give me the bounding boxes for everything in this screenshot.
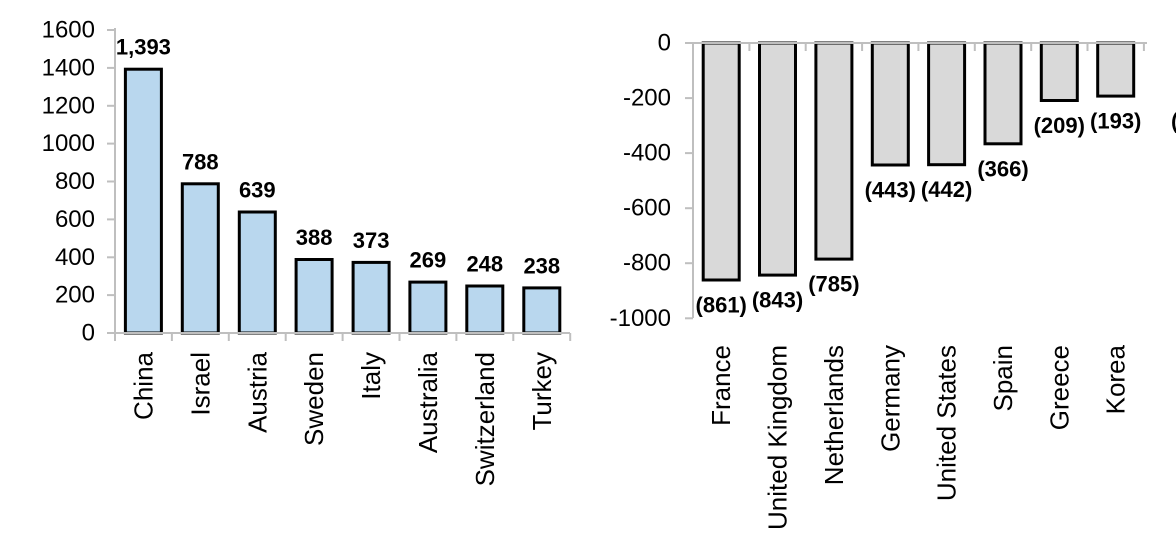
y-tick-label-1200: 1200: [42, 92, 95, 119]
y-tick-label-200: 200: [55, 282, 95, 309]
negative-balance-chart: 0 -200 -400 -600 -800 -1000 (861) France (843) Un…: [610, 30, 1176, 531]
value-label-united-kingdom: (843): [752, 288, 803, 313]
value-label-united-states: (442): [921, 177, 972, 202]
y-tick-label-600: 600: [55, 206, 95, 233]
value-label-china: 1,393: [116, 35, 171, 60]
positive-balance-chart: 0 200 400 600 800 1000 1200 1400 1600 1,393 China 7…: [42, 17, 572, 486]
y-tick-label--800: -800: [623, 250, 671, 277]
y-tick-label--1000: -1000: [610, 305, 671, 332]
y-tick-label--600: -600: [623, 195, 671, 222]
bar-united-states: [927, 41, 967, 167]
category-label-sweden: Sweden: [299, 352, 329, 446]
y-tick-label-400: 400: [55, 244, 95, 271]
y-tick-label--400: -400: [623, 140, 671, 167]
bar-sweden: [294, 258, 334, 335]
category-label-france: France: [706, 345, 736, 426]
y-tick-label-1600: 1600: [42, 17, 95, 44]
category-label-united-kingdom: United Kingdom: [763, 345, 793, 530]
value-label-turkey: 238: [523, 253, 560, 278]
y-tick-label-1000: 1000: [42, 130, 95, 157]
value-label-netherlands: (785): [808, 272, 859, 297]
bar-germany: [870, 41, 910, 167]
clipped-label-fragment: (: [1171, 109, 1176, 134]
bar-italy: [351, 260, 391, 335]
value-label-sweden: 388: [296, 225, 333, 250]
value-label-korea: (193): [1090, 109, 1141, 134]
category-label-germany: Germany: [875, 345, 905, 452]
category-label-china: China: [128, 351, 158, 419]
category-label-greece: Greece: [1044, 345, 1074, 430]
bar-israel: [180, 182, 220, 335]
bar-switzerland: [465, 284, 505, 335]
category-label-israel: Israel: [185, 352, 215, 416]
category-label-netherlands: Netherlands: [819, 345, 849, 485]
y-tick-label--200: -200: [623, 85, 671, 112]
bar-korea: [1096, 41, 1136, 98]
value-label-austria: 639: [239, 178, 276, 203]
value-label-italy: 373: [353, 228, 390, 253]
category-label-australia: Australia: [413, 351, 443, 453]
value-label-greece: (209): [1034, 113, 1085, 138]
value-label-france: (861): [696, 293, 747, 318]
y-tick-label-1400: 1400: [42, 54, 95, 81]
y-tick-label-0: 0: [658, 30, 671, 57]
y-tick-label-0: 0: [82, 320, 95, 347]
bar-austria: [237, 210, 277, 335]
value-label-germany: (443): [865, 178, 916, 203]
category-label-spain: Spain: [988, 345, 1018, 412]
bar-spain: [983, 41, 1023, 146]
bar-turkey: [522, 286, 562, 335]
bar-china: [123, 67, 163, 335]
category-label-austria: Austria: [242, 351, 272, 432]
y-tick-label-800: 800: [55, 168, 95, 195]
bar-australia: [408, 280, 448, 335]
bar-greece: [1039, 41, 1079, 102]
category-label-united-states: United States: [932, 345, 962, 501]
bar-france: [701, 41, 741, 282]
bar-netherlands: [814, 41, 854, 261]
value-label-switzerland: 248: [466, 252, 503, 277]
value-label-australia: 269: [410, 248, 447, 273]
value-label-israel: 788: [182, 149, 219, 174]
category-label-korea: Korea: [1101, 344, 1131, 414]
category-label-switzerland: Switzerland: [470, 352, 500, 486]
category-label-italy: Italy: [356, 352, 386, 400]
bar-united-kingdom: [758, 41, 797, 277]
category-label-turkey: Turkey: [527, 352, 557, 431]
value-label-spain: (366): [977, 156, 1028, 181]
